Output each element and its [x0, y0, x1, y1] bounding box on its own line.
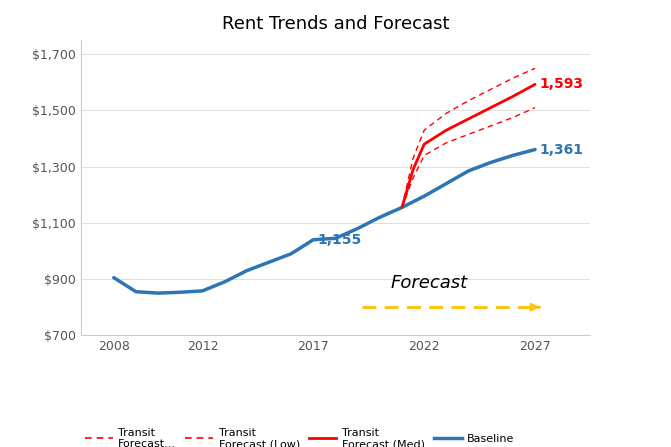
Text: 1,593: 1,593: [539, 77, 584, 91]
Title: Rent Trends and Forecast: Rent Trends and Forecast: [221, 15, 450, 33]
Text: 1,361: 1,361: [539, 143, 584, 156]
Legend: Transit
Forecast..., Transit
Forecast (Low), Transit
Forecast (Med), Baseline: Transit Forecast..., Transit Forecast (L…: [81, 423, 519, 447]
Text: Forecast: Forecast: [391, 274, 468, 292]
Text: 1,155: 1,155: [318, 233, 362, 247]
